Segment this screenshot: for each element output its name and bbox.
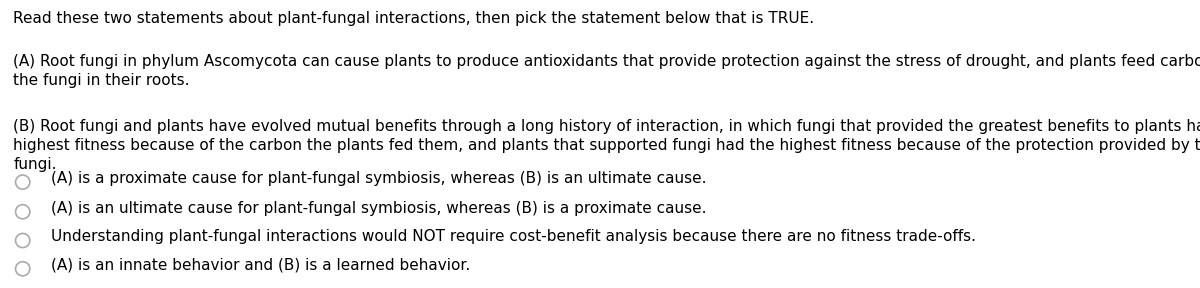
Text: Read these two statements about plant-fungal interactions, then pick the stateme: Read these two statements about plant-fu… <box>13 11 815 26</box>
Text: Understanding plant-fungal interactions would NOT require cost-benefit analysis : Understanding plant-fungal interactions … <box>52 230 977 245</box>
Text: (A) is an ultimate cause for plant-fungal symbiosis, whereas (B) is a proximate : (A) is an ultimate cause for plant-funga… <box>52 201 707 216</box>
Text: (A) Root fungi in phylum Ascomycota can cause plants to produce antioxidants tha: (A) Root fungi in phylum Ascomycota can … <box>13 54 1200 88</box>
Text: (A) is a proximate cause for plant-fungal symbiosis, whereas (B) is an ultimate : (A) is a proximate cause for plant-funga… <box>52 171 707 186</box>
Text: (B) Root fungi and plants have evolved mutual benefits through a long history of: (B) Root fungi and plants have evolved m… <box>13 119 1200 172</box>
Text: (A) is an innate behavior and (B) is a learned behavior.: (A) is an innate behavior and (B) is a l… <box>52 258 470 273</box>
